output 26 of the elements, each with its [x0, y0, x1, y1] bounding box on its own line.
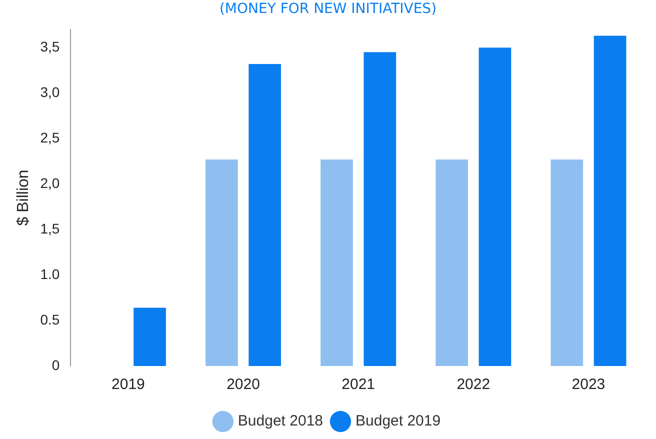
x-tick-label: 2022	[456, 376, 490, 394]
y-tick-label: 3,0	[40, 84, 60, 100]
bar	[550, 159, 584, 366]
bar	[248, 64, 282, 366]
bar	[320, 159, 353, 366]
legend-label: Budget 2018	[238, 412, 323, 430]
bar	[594, 36, 626, 366]
x-tick-label: 2023	[572, 376, 606, 394]
bar	[134, 308, 166, 366]
y-tick-label: 1.0	[40, 266, 60, 282]
bar	[206, 159, 238, 366]
y-tick-label: 1,5	[40, 220, 60, 236]
y-tick-label: 3,5	[40, 38, 60, 54]
bar	[364, 52, 396, 366]
x-tick-label: 2020	[226, 376, 260, 394]
y-tick-label: 2,0	[40, 174, 60, 191]
chart-title: (MONEY FOR NEW INITIATIVES)	[218, 0, 438, 18]
x-tick-label: 2021	[342, 376, 376, 394]
y-axis-title: $ Billion	[15, 170, 32, 226]
y-tick-label: 0.5	[40, 311, 60, 328]
bar	[436, 159, 468, 366]
bar	[478, 48, 512, 366]
y-tick-label: 2,5	[40, 129, 60, 146]
legend-label: Budget 2019	[356, 412, 441, 430]
y-tick-label: 0	[52, 356, 60, 373]
x-tick-label: 2019	[112, 376, 145, 394]
